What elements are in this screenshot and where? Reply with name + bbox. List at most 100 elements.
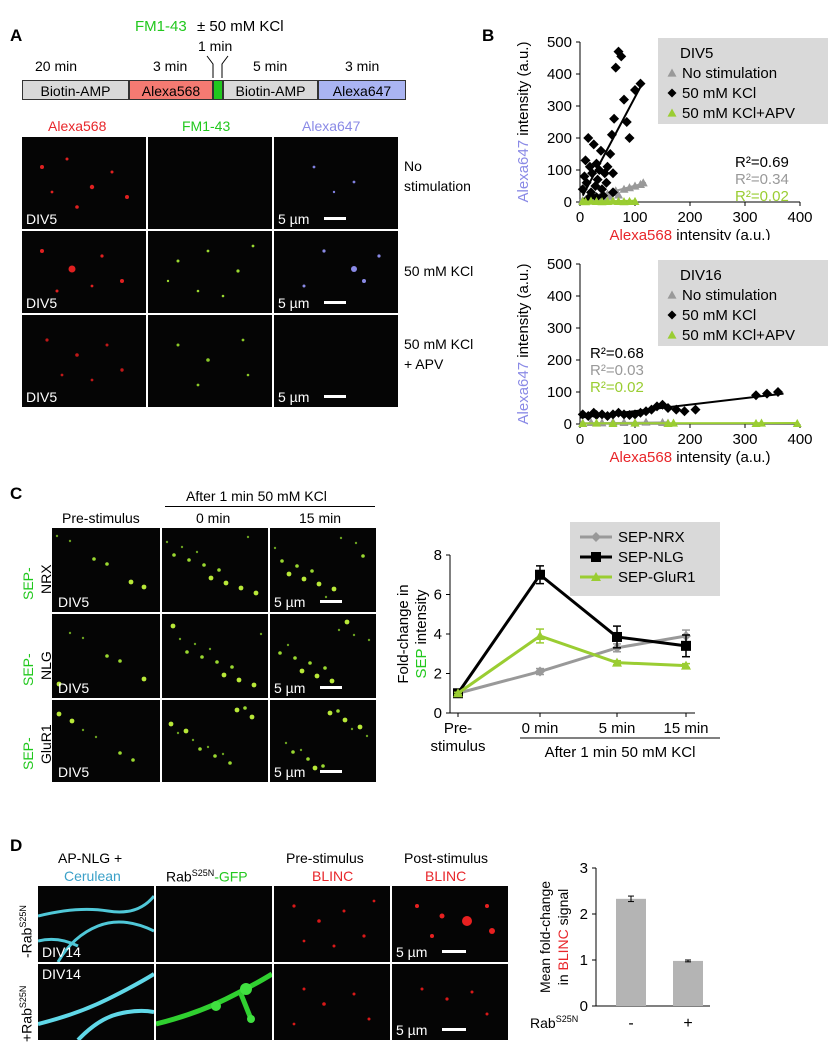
image-a-r2-c2 (148, 231, 272, 313)
row-label-no-stim-2: stimulation (404, 178, 471, 194)
d-col2: RabS25N-GFP (166, 868, 248, 885)
scale-bar (442, 950, 466, 953)
scatter-chart-div5: 0 100 200 300 400 500 0 100 200 300 400 Alexa568 in… (515, 34, 828, 240)
d-row-label-minus: -RabS25N (18, 905, 35, 958)
image-a-r1-c2 (148, 137, 272, 229)
r-squared-label: R²=0.34 (735, 171, 789, 188)
data-point (590, 181, 601, 191)
panel-a-letter: A (10, 26, 23, 45)
data-point (614, 190, 623, 199)
fit-line (581, 86, 642, 197)
x-tick-label: 300 (732, 209, 757, 226)
image-a-r3-c1: DIV5 (22, 315, 146, 407)
image-d-r2-c3 (274, 964, 390, 1040)
legend-marker (667, 68, 677, 77)
y-axis-label: Mean fold-change (537, 881, 553, 993)
col-header-alexa568: Alexa568 (48, 118, 107, 134)
data-point (609, 113, 620, 124)
scale-label: 5 µm (278, 389, 310, 405)
y-tick-label: 4 (434, 626, 442, 643)
image-c-r3-c1: DIV5 (52, 700, 160, 782)
data-point (588, 139, 599, 150)
image-a-r2-c1: DIV5 (22, 231, 146, 313)
div-label: DIV5 (26, 389, 58, 405)
one-min-label: 1 min (198, 38, 233, 54)
legend-marker (667, 108, 677, 117)
panel-b-letter: B (482, 26, 495, 45)
legend-marker (591, 572, 601, 581)
image-d-r1-c2 (156, 886, 272, 962)
div-label: DIV5 (26, 295, 58, 311)
data-point (610, 62, 621, 73)
scale-bar (324, 217, 346, 220)
bar (673, 960, 703, 1006)
image-a-r3-c2 (148, 315, 272, 407)
c-row-label: SEP- (20, 567, 36, 600)
y-axis-label: Alexa647 intensity (a.u.) (515, 42, 532, 203)
legend-label: 50 mM KCl+APV (682, 105, 795, 122)
scale-bar (320, 770, 342, 773)
x-tick-label: 200 (677, 209, 702, 226)
y-tick-label: 0 (580, 998, 588, 1015)
data-point (584, 161, 595, 172)
y-tick-label: 100 (547, 384, 572, 401)
image-a-r1-c1: DIV5 (22, 137, 146, 229)
data-point (624, 410, 635, 421)
duration-2: 3 min (153, 58, 188, 74)
r-squared-label: R²=0.02 (590, 379, 644, 396)
image-d-r1-c1: DIV14 (38, 886, 154, 962)
legend-label: 50 mM KCl (682, 307, 756, 324)
x-tick-label: 100 (622, 431, 647, 448)
x-bracket-label: After 1 min 50 mM KCl (545, 744, 696, 761)
x-axis-label: Alexa568 intensity (a.u.) (610, 449, 771, 466)
x-tick-label: 0 (576, 209, 584, 226)
data-point (679, 406, 690, 417)
data-point (592, 174, 603, 185)
col-header-fm143: FM1-43 (182, 118, 231, 134)
y-axis-label: Fold-change in (395, 584, 412, 683)
timeline-step-alexa647: Alexa647 (318, 80, 406, 100)
div-label: DIV5 (26, 211, 58, 227)
data-point (601, 177, 612, 188)
r-squared-label: R²=0.69 (735, 154, 789, 171)
image-d-r1-c3 (274, 886, 390, 962)
scale-bar (320, 686, 342, 689)
data-point (681, 640, 691, 651)
data-point (619, 94, 629, 105)
d-col4-b: BLINC (425, 868, 467, 884)
timeline-step-fm143 (213, 80, 223, 100)
data-point (583, 133, 594, 143)
timeline-step-alexa568: Alexa568 (129, 80, 213, 100)
div-label: DIV14 (42, 966, 81, 982)
data-point (624, 133, 635, 143)
data-point (535, 630, 545, 640)
image-c-r1-c1: DIV5 (52, 528, 160, 612)
data-point (605, 149, 616, 159)
scale-label: 5 µm (396, 944, 428, 960)
image-c-r3-c3: 5 µm (270, 700, 376, 782)
image-c-r2-c2 (162, 614, 268, 698)
scale-label: 5 µm (274, 680, 306, 696)
fit-line (579, 199, 636, 203)
c-col-15min: 15 min (299, 510, 342, 526)
image-c-r2-c3: 5 µm (270, 614, 376, 698)
image-d-r2-c4: 5 µm (392, 964, 508, 1040)
y-tick-label: 6 (434, 587, 442, 604)
one-min-bracket (206, 55, 229, 78)
y-tick-label: 500 (547, 34, 572, 51)
y-tick-label: 400 (547, 66, 572, 83)
image-c-r1-c2 (162, 528, 268, 612)
image-d-r2-c1: DIV14 (38, 964, 154, 1040)
y-axis-label: SEP intensity (413, 589, 430, 678)
col-header-alexa647: Alexa647 (302, 118, 361, 134)
legend-marker (667, 290, 677, 299)
x-tick-label: 200 (677, 431, 702, 448)
x-tick-label: stimulus (430, 738, 485, 755)
series-line (456, 572, 687, 695)
series-line (457, 634, 687, 695)
kcl-label: ± 50 mM KCl (197, 18, 284, 35)
data-point (612, 657, 622, 667)
div-label: DIV5 (58, 680, 90, 696)
duration-4: 3 min (345, 58, 380, 74)
y-tick-label: 200 (547, 352, 572, 369)
